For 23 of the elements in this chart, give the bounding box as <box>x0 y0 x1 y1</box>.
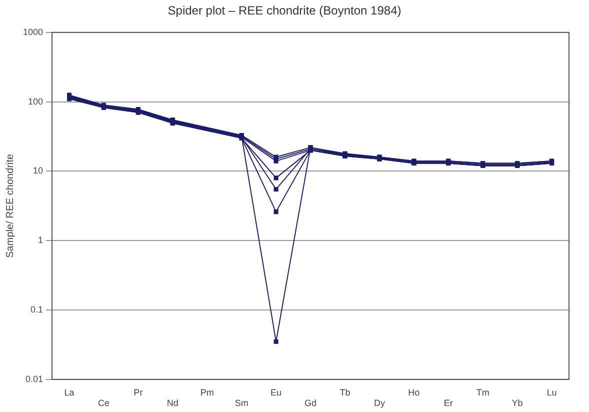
y-tick-label: 1000 <box>22 26 44 37</box>
x-tick-label: Pr <box>134 387 143 398</box>
x-tick-label: Eu <box>270 387 282 398</box>
x-tick-label: Gd <box>304 398 317 408</box>
chart-title: Spider plot – REE chondrite (Boynton 1984) <box>168 4 402 18</box>
x-tick-label: Dy <box>374 398 386 408</box>
y-axis-title: Sample/ REE chondrite <box>4 154 16 258</box>
y-tick-label: 10 <box>33 166 44 176</box>
x-tick-label: Yb <box>512 398 523 408</box>
x-tick-label: Tm <box>476 387 490 398</box>
x-tick-label: Nd <box>166 398 178 408</box>
x-tick-label: Lu <box>546 387 557 398</box>
x-tick-label: Er <box>444 398 453 408</box>
y-tick-label: 0.1 <box>30 304 44 314</box>
y-tick-label: 100 <box>28 96 44 106</box>
x-tick-label: Ce <box>98 398 110 408</box>
x-tick-label: Tb <box>340 387 350 398</box>
y-tick-label: 0.01 <box>25 374 44 384</box>
x-tick-label: Pm <box>200 387 214 398</box>
x-tick-label: Ho <box>408 387 420 398</box>
y-tick-label: 1 <box>38 235 44 246</box>
x-tick-label: La <box>64 387 74 398</box>
x-tick-label: Sm <box>234 398 248 408</box>
